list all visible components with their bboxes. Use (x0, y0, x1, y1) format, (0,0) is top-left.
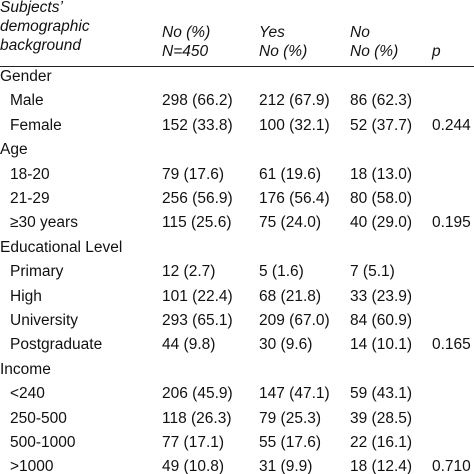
p-value-cell: 0.710 (432, 458, 471, 474)
total-cell: 293 (65.1) (162, 312, 233, 329)
group-label: Gender (0, 68, 52, 85)
total-cell: 79 (17.6) (162, 165, 225, 183)
table-row: 18-20 79 (17.6) 61 (19.6) 18 (13.0) (0, 163, 474, 187)
group-row: Income (0, 358, 474, 382)
group-label: Age (0, 141, 28, 159)
p-value-cell: 0.165 (432, 336, 471, 354)
header-total: No (%) N=450 (162, 23, 210, 61)
yes-cell: 212 (67.9) (259, 92, 330, 110)
total-cell: 118 (26.3) (162, 409, 232, 427)
row-label: Primary (10, 263, 64, 281)
header-line: No (350, 24, 370, 41)
total-cell: 49 (10.8) (162, 458, 225, 474)
row-label: 500-1000 (10, 434, 76, 451)
row-label: 250-500 (10, 409, 67, 427)
yes-cell: 68 (21.8) (259, 287, 322, 305)
no-cell: 80 (58.0) (350, 190, 413, 207)
total-cell: 77 (17.1) (162, 434, 225, 451)
total-cell: 206 (45.9) (162, 385, 233, 403)
header-no: No No (%) (350, 23, 398, 61)
header-yes: Yes No (%) (259, 23, 307, 61)
total-cell: 152 (33.8) (162, 116, 233, 134)
yes-cell: 209 (67.0) (259, 312, 330, 329)
group-row: Age (0, 138, 474, 162)
yes-cell: 30 (9.6) (259, 336, 313, 354)
row-label: Male (10, 92, 44, 110)
table-row: High 101 (22.4) 68 (21.8) 33 (23.9) (0, 285, 474, 309)
header-line: Yes (259, 24, 285, 41)
no-cell: 18 (13.0) (350, 165, 413, 183)
no-cell: 84 (60.9) (350, 312, 413, 329)
table-row: Female 152 (33.8) 100 (32.1) 52 (37.7) 0.244 (0, 114, 474, 138)
header-line: background (0, 37, 82, 54)
yes-cell: 61 (19.6) (259, 165, 322, 183)
group-label: Educational Level (0, 238, 123, 256)
header-line: Subjects’ (0, 0, 63, 16)
table-row: University 293 (65.1) 209 (67.0) 84 (60.9) (0, 309, 474, 333)
table-row: <240 206 (45.9) 147 (47.1) 59 (43.1) (0, 382, 474, 406)
no-cell: 14 (10.1) (350, 336, 413, 354)
header-line: No (%) (350, 43, 399, 60)
table-row: 250-500 118 (26.3) 79 (25.3) 39 (28.5) (0, 407, 474, 431)
table-row: Postgraduate 44 (9.8) 30 (9.6) 14 (10.1) 0.1… (0, 333, 474, 357)
yes-cell: 176 (56.4) (259, 190, 330, 207)
row-label: Female (10, 116, 62, 134)
total-cell: 101 (22.4) (162, 287, 233, 305)
no-cell: 86 (62.3) (350, 92, 413, 110)
table-row: 500-1000 77 (17.1) 55 (17.6) 22 (16.1) (0, 431, 474, 455)
p-value-cell: 0.244 (432, 116, 471, 134)
row-label: 18-20 (10, 165, 50, 183)
header-line: No (%) (162, 24, 211, 41)
row-label: High (10, 287, 42, 305)
header-line: No (%) (259, 43, 308, 60)
table-row: Male 298 (66.2) 212 (67.9) 86 (62.3) (0, 89, 474, 113)
no-cell: 33 (23.9) (350, 287, 413, 305)
no-cell: 59 (43.1) (350, 385, 413, 403)
p-value-cell: 0.195 (432, 214, 471, 232)
yes-cell: 31 (9.9) (259, 458, 313, 474)
yes-cell: 100 (32.1) (259, 116, 330, 134)
row-label: >1000 (10, 458, 54, 474)
no-cell: 39 (28.5) (350, 409, 413, 427)
group-label: Income (0, 360, 51, 378)
header-rule (0, 66, 474, 67)
table-row: ≥30 years 115 (25.6) 75 (24.0) 40 (29.0) 0.1… (0, 211, 474, 235)
no-cell: 7 (5.1) (350, 263, 395, 281)
row-label: University (10, 312, 79, 329)
header-subjects: Subjects’ demographic background (0, 0, 90, 55)
no-cell: 18 (12.4) (350, 458, 413, 474)
total-cell: 298 (66.2) (162, 92, 233, 110)
table-row: >1000 49 (10.8) 31 (9.9) 18 (12.4) 0.710 (0, 455, 474, 474)
total-cell: 12 (2.7) (162, 263, 216, 281)
total-cell: 44 (9.8) (162, 336, 216, 354)
no-cell: 40 (29.0) (350, 214, 413, 232)
row-label: Postgraduate (10, 336, 103, 354)
table-row: Primary 12 (2.7) 5 (1.6) 7 (5.1) (0, 260, 474, 284)
header-line: demographic (0, 18, 90, 35)
total-cell: 256 (56.9) (162, 190, 233, 207)
group-row: Gender (0, 65, 474, 89)
group-row: Educational Level (0, 236, 474, 260)
yes-cell: 75 (24.0) (259, 214, 322, 232)
yes-cell: 147 (47.1) (259, 385, 330, 403)
yes-cell: 5 (1.6) (259, 263, 304, 281)
header-p: p (432, 42, 441, 61)
no-cell: 22 (16.1) (350, 434, 413, 451)
total-cell: 115 (25.6) (162, 214, 232, 232)
yes-cell: 79 (25.3) (259, 409, 322, 427)
yes-cell: 55 (17.6) (259, 434, 322, 451)
table-row: 21-29 256 (56.9) 176 (56.4) 80 (58.0) (0, 187, 474, 211)
row-label: <240 (10, 385, 45, 403)
row-label: ≥30 years (10, 214, 78, 232)
row-label: 21-29 (10, 190, 50, 207)
no-cell: 52 (37.7) (350, 116, 413, 134)
header-line: N=450 (162, 43, 209, 60)
header-line: p (432, 43, 441, 60)
